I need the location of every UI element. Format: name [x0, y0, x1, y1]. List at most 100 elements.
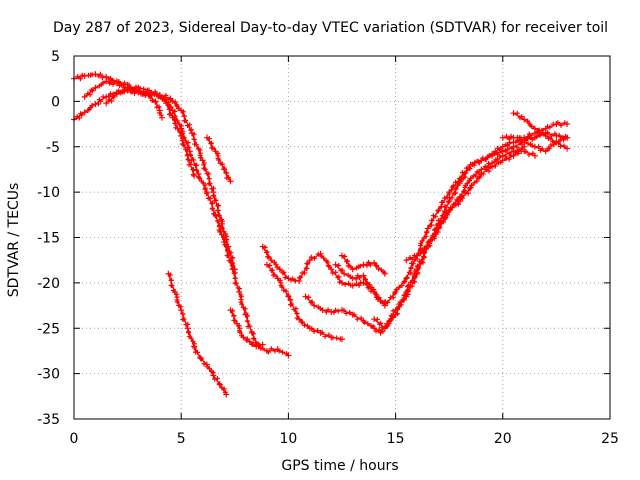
y-tick-label: -35 [37, 412, 60, 428]
y-tick-label: -30 [37, 367, 60, 383]
data-point-fill [309, 299, 315, 305]
data-point-fill [402, 278, 408, 284]
data-point-fill [523, 148, 529, 154]
data-point-fill [404, 275, 410, 281]
data-point-fill [398, 302, 404, 308]
data-point-fill [262, 244, 268, 250]
data-point-fill [216, 381, 222, 387]
data-point-fill [219, 225, 225, 231]
data-point [276, 266, 283, 273]
data-point-fill [172, 116, 178, 122]
data-point [403, 275, 410, 282]
series-track-5 [203, 134, 234, 185]
data-point-fill [427, 243, 433, 249]
data-point-fill [429, 218, 435, 224]
data-point-fill [379, 325, 385, 331]
data-point-fill [550, 121, 556, 127]
data-point-fill [455, 182, 461, 188]
series-track-1 [71, 84, 292, 359]
data-point-fill [526, 152, 532, 158]
data-point-fill [232, 275, 238, 281]
data-point-fill [378, 267, 384, 273]
data-point-fill [552, 131, 558, 137]
data-point-fill [166, 96, 172, 102]
data-point-fill [433, 213, 439, 219]
data-point-fill [477, 174, 483, 180]
data-point-fill [193, 167, 199, 173]
data-point-fill [76, 115, 82, 121]
data-point-fill [480, 155, 486, 161]
data-point [424, 225, 431, 232]
data-point-fill [188, 126, 194, 132]
data-point [332, 261, 339, 268]
x-tick-label: 0 [70, 431, 79, 447]
data-point-fill [221, 386, 227, 392]
data-point [306, 257, 313, 264]
data-point-fill [545, 124, 551, 130]
data-point-fill [337, 336, 343, 342]
data-point-fill [430, 213, 436, 219]
data-point-fill [486, 168, 492, 174]
data-series [71, 71, 571, 398]
data-point-fill [374, 317, 380, 323]
data-point-fill [362, 276, 368, 282]
data-point-fill [473, 173, 479, 179]
data-point-fill [268, 346, 274, 352]
series-track-9 [263, 261, 345, 343]
series-track-12 [339, 252, 388, 277]
data-point-fill [358, 315, 364, 321]
data-point-fill [357, 263, 363, 269]
data-point [564, 134, 571, 141]
data-point-fill [354, 316, 360, 322]
data-point-fill [242, 306, 248, 312]
data-point-fill [175, 118, 181, 124]
data-point-fill [172, 99, 178, 105]
data-point-fill [197, 155, 203, 161]
data-point [268, 257, 275, 264]
data-point-fill [518, 147, 524, 153]
data-point-fill [185, 140, 191, 146]
data-point-fill [411, 271, 417, 277]
data-point [103, 78, 110, 85]
data-point [341, 270, 348, 277]
data-point-fill [89, 72, 95, 78]
data-point-fill [528, 133, 534, 139]
data-point-fill [378, 320, 384, 326]
data-point-fill [455, 201, 461, 207]
y-tick-labels: 5 0 -5 -10 -15 -20 -25 -30 -35 [37, 49, 60, 428]
data-point-fill [243, 310, 249, 316]
data-point-fill [322, 333, 328, 339]
data-point-fill [191, 136, 197, 142]
data-point-fill [287, 297, 293, 303]
data-point-fill [285, 292, 291, 298]
data-point-fill [435, 229, 441, 235]
data-point-fill [212, 213, 218, 219]
data-point-fill [309, 326, 315, 332]
data-point-fill [228, 250, 234, 256]
data-point-fill [223, 170, 229, 176]
data-point-fill [450, 183, 456, 189]
data-point-fill [535, 130, 541, 136]
data-point-fill [174, 299, 180, 305]
data-point-fill [273, 262, 279, 268]
data-point-fill [185, 156, 191, 162]
data-point-fill [191, 131, 197, 137]
data-point-fill [264, 249, 270, 255]
data-point-fill [453, 185, 459, 191]
data-point-fill [498, 148, 504, 154]
data-point-fill [419, 238, 425, 244]
data-point-fill [376, 327, 382, 333]
data-point-fill [239, 333, 245, 339]
data-point-fill [294, 315, 300, 321]
data-point-fill [385, 299, 391, 305]
data-point-fill [337, 279, 343, 285]
series-trace [335, 137, 568, 307]
data-point-fill [435, 208, 441, 214]
data-point-fill [371, 287, 377, 293]
data-point-fill [215, 208, 221, 214]
data-point-fill [410, 256, 416, 262]
data-point-fill [99, 75, 105, 81]
data-point-fill [237, 286, 243, 292]
data-point-fill [251, 336, 257, 342]
data-point-fill [175, 125, 181, 131]
